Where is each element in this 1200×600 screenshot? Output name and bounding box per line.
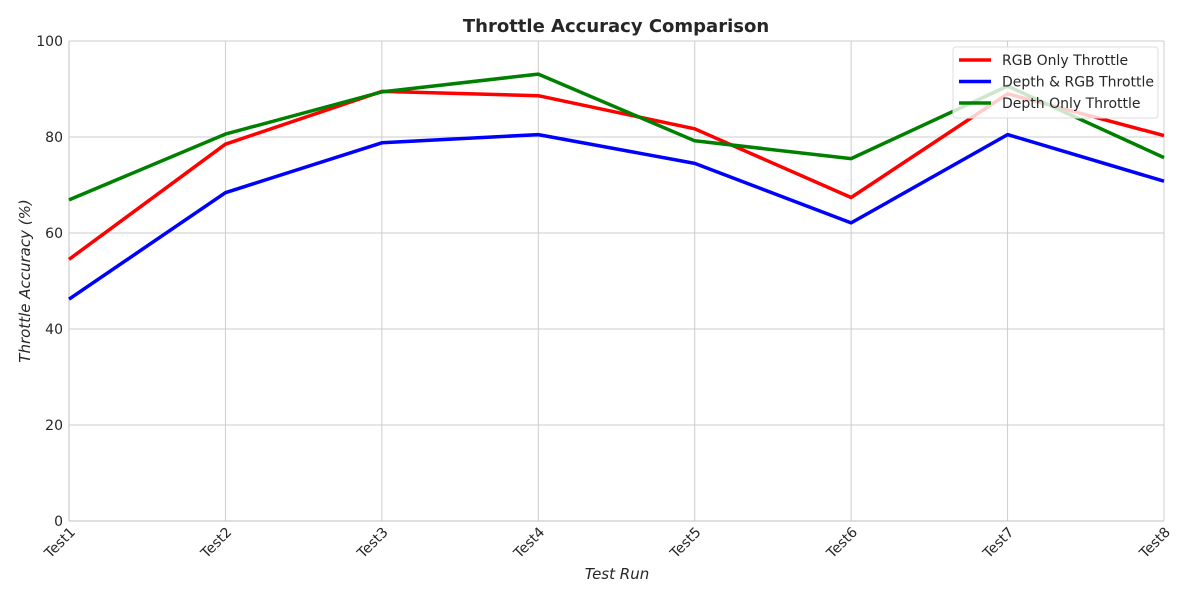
legend-label-1: Depth & RGB Throttle [1002,75,1154,91]
chart-title: Throttle Accuracy Comparison [463,16,769,37]
legend-box [952,46,1159,119]
y-tick-label: 20 [45,418,63,434]
y-tick-label: 80 [45,130,63,146]
legend: RGB Only Throttle Depth & RGB Throttle Dep… [952,46,1159,119]
y-tick-label: 100 [36,34,63,50]
legend-label-0: RGB Only Throttle [1002,53,1128,69]
series-line-1 [68,132,1165,301]
y-tick-label: 60 [45,226,63,242]
axes [68,41,1164,522]
grid [68,40,1165,522]
x-axis-label: Test Run [585,565,649,583]
y-axis-label: Throttle Accuracy (%) [16,199,34,362]
y-tick-label: 0 [54,514,63,530]
legend-label-2: Depth Only Throttle [1002,96,1141,112]
y-tick-label: 40 [45,322,63,338]
